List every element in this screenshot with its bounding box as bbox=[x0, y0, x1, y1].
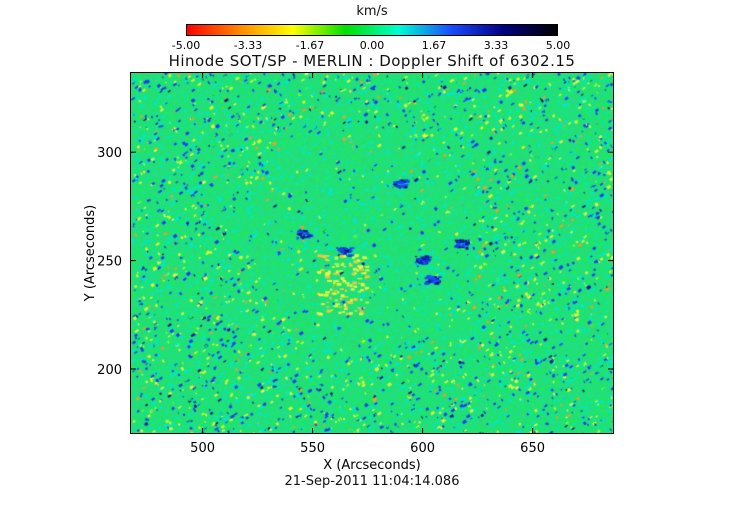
colorbar-tick-label: 0.00 bbox=[360, 39, 385, 52]
colorbar-tick-label: 5.00 bbox=[546, 39, 571, 52]
colorbar bbox=[186, 24, 558, 36]
y-tick-label: 300 bbox=[97, 146, 122, 161]
x-tick-label: 550 bbox=[300, 441, 325, 456]
colorbar-tick-label: 1.67 bbox=[422, 39, 447, 52]
colorbar-unit-label: km/s bbox=[356, 4, 388, 19]
doppler-map bbox=[130, 72, 614, 434]
x-axis-label: X (Arcseconds) bbox=[323, 458, 420, 473]
x-tick-label: 650 bbox=[520, 441, 545, 456]
y-axis-label: Y (Arcseconds) bbox=[83, 205, 98, 302]
colorbar-ticks: -5.00 -3.33 -1.67 0.00 1.67 3.33 5.00 bbox=[172, 39, 571, 52]
y-tick-label: 250 bbox=[97, 255, 122, 270]
colorbar-tick-label: -5.00 bbox=[172, 39, 200, 52]
colorbar-tick-label: -1.67 bbox=[296, 39, 324, 52]
timestamp: 21-Sep-2011 11:04:14.086 bbox=[284, 474, 460, 489]
plot-title: Hinode SOT/SP - MERLIN : Doppler Shift o… bbox=[168, 52, 576, 70]
y-tick-label: 200 bbox=[97, 363, 122, 378]
x-tick-label: 600 bbox=[410, 441, 435, 456]
colorbar-tick-label: 3.33 bbox=[484, 39, 509, 52]
colorbar-tick-label: -3.33 bbox=[234, 39, 262, 52]
doppler-image bbox=[131, 73, 613, 433]
x-tick-label: 500 bbox=[190, 441, 215, 456]
